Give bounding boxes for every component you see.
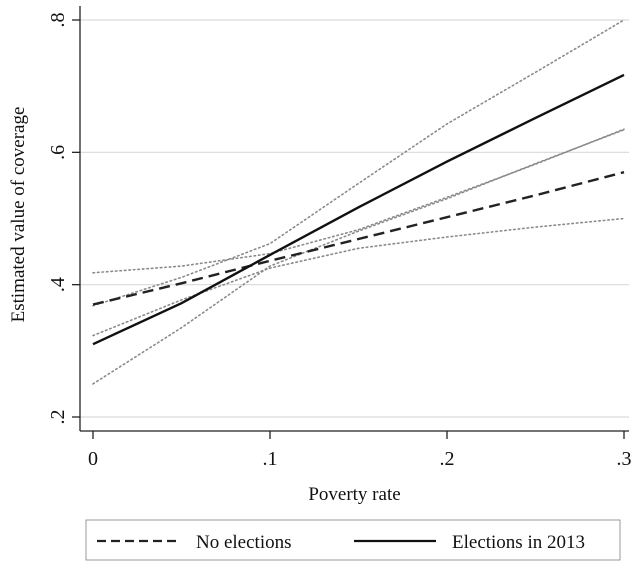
legend-label-elections-2013: Elections in 2013	[452, 532, 585, 553]
x-tick-label-2: .2	[440, 448, 455, 470]
ci-lower-series-1	[92, 129, 625, 385]
confidence-bands	[92, 19, 625, 385]
y-axis-title: Estimated value of coverage	[8, 107, 29, 323]
y-tick-label-2: .6	[47, 145, 69, 160]
series-line-1	[92, 73, 625, 346]
axes	[72, 6, 629, 439]
x-tick-label-1: .1	[263, 448, 278, 470]
legend-label-no-elections: No elections	[196, 532, 292, 553]
y-tick-label-1: .4	[47, 277, 69, 292]
gridlines	[80, 19, 629, 418]
ci-lower-series-0	[92, 217, 625, 337]
series-lines	[92, 73, 625, 346]
legend: No elections Elections in 2013	[85, 519, 621, 561]
series-line-0	[92, 171, 625, 306]
y-tick-label-0: .2	[47, 410, 69, 425]
x-tick-label-3: .3	[617, 448, 632, 470]
y-tick-label-3: .8	[47, 13, 69, 28]
tick-labels: 0 .1 .2 .3 .2 .4 .6 .8	[47, 13, 632, 471]
ci-upper-series-1	[92, 19, 625, 307]
x-tick-label-0: 0	[88, 448, 98, 470]
x-axis-title: Poverty rate	[308, 484, 400, 505]
